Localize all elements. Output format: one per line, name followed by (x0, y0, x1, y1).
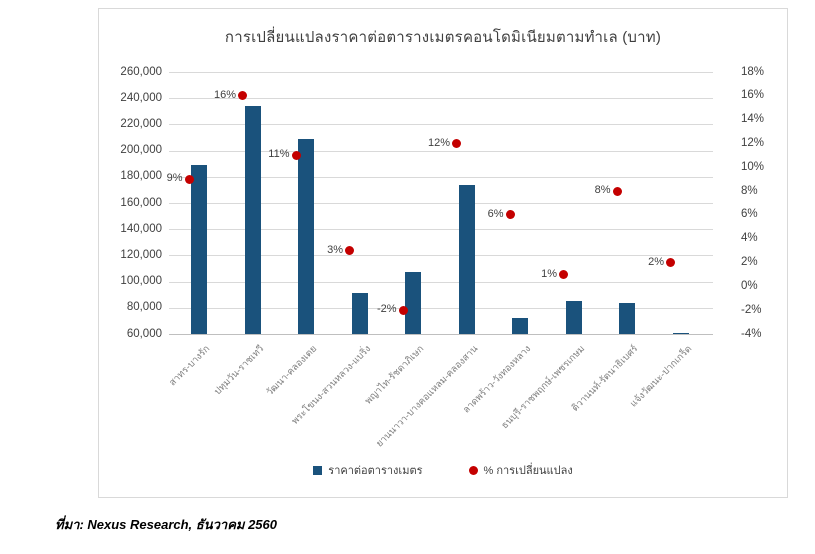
pct-dot (559, 270, 568, 279)
right-axis-tick: 18% (741, 65, 765, 78)
x-axis-line (169, 334, 713, 335)
x-axis-category-label: สาทร-บางรัก (167, 343, 213, 389)
bar (351, 293, 368, 334)
right-axis-tick: 6% (741, 208, 758, 221)
legend-label-percent-change: % การเปลี่ยนแปลง (483, 465, 573, 477)
right-axis-tick: 10% (741, 160, 765, 173)
right-axis-tick: 8% (741, 184, 758, 197)
gridline (169, 150, 713, 152)
plot-area: 260,000 240,000 220,000 200,000 180,000 160,0… (120, 66, 764, 450)
legend: ราคาต่อตารางเมตร % การเปลี่ยนแปลง (99, 461, 787, 479)
gridline (169, 72, 713, 73)
gridline (169, 98, 713, 100)
bar (672, 332, 689, 334)
bar-series-swatch-icon (313, 465, 323, 475)
bar (298, 138, 314, 334)
gridline (169, 255, 713, 257)
left-axis-tick: 120,000 (120, 248, 162, 261)
right-axis-tick: 16% (741, 89, 765, 102)
bar (405, 272, 421, 334)
left-axis-tick: 80,000 (126, 301, 162, 314)
bar (619, 302, 635, 334)
source-note: ที่มา: Nexus Research, ธันวาคม 2560 (55, 517, 277, 532)
pct-data-label: 12% (427, 136, 450, 149)
gridline (169, 229, 713, 231)
right-axis-tick: 4% (741, 232, 758, 245)
x-axis-category-label: ปทุมวัน-ราชเทวี (211, 343, 266, 398)
chart-title: การเปลี่ยนแปลงราคาต่อตารางเมตรคอนโดมิเนี… (224, 29, 662, 46)
left-axis-tick: 60,000 (126, 327, 162, 340)
bar (565, 301, 582, 335)
left-axis-tick: 140,000 (120, 222, 162, 235)
pct-data-label: 2% (648, 255, 664, 268)
x-axis-category-label: ยานนาวา-บางคอแหลม-คลองสาน (373, 343, 480, 450)
pct-dot (291, 150, 301, 160)
pct-dot (452, 139, 461, 148)
bar (191, 165, 207, 334)
right-axis-tick: 12% (741, 137, 765, 149)
right-axis-tick: -4% (741, 327, 762, 340)
gridline (169, 203, 713, 204)
pct-data-label: 3% (327, 243, 343, 256)
right-axis-tick: 0% (741, 279, 758, 292)
gridline (169, 176, 713, 178)
pct-data-label: 1% (541, 267, 557, 280)
right-axis-tick: -2% (741, 303, 762, 316)
pct-dot (238, 91, 247, 101)
pct-dot (184, 174, 194, 184)
pct-dot (398, 305, 408, 315)
chart-container: การเปลี่ยนแปลงราคาต่อตารางเมตรคอนโดมิเนี… (98, 8, 788, 498)
right-axis-tick: 2% (741, 256, 758, 268)
legend-item-price: ราคาต่อตารางเมตร (313, 461, 423, 479)
pct-data-label: 6% (487, 207, 504, 220)
left-axis-tick: 200,000 (120, 144, 162, 157)
gridline (169, 307, 713, 309)
right-axis-tick: 14% (741, 113, 765, 126)
left-axis-tick: 260,000 (120, 65, 162, 78)
x-axis-category-label: วัฒนา-คลองเตย (264, 343, 320, 399)
legend-label-price: ราคาต่อตารางเมตร (328, 465, 423, 477)
left-axis-tick: 160,000 (120, 196, 162, 209)
left-axis-tick: 100,000 (120, 275, 162, 288)
bar (512, 318, 528, 334)
bar (458, 184, 475, 334)
left-axis-tick: 180,000 (120, 170, 162, 183)
pct-dot (612, 186, 622, 196)
gridline (169, 124, 713, 126)
pct-dot (666, 258, 675, 267)
pct-data-label: -2% (376, 303, 397, 316)
pct-dot (345, 246, 354, 256)
pct-data-label: 11% (268, 148, 290, 161)
pct-data-label: 16% (213, 88, 236, 101)
pct-data-label: 8% (594, 184, 611, 197)
dot-series-swatch-icon (468, 465, 478, 475)
pct-data-label: 9% (166, 172, 183, 185)
left-axis-tick: 220,000 (120, 117, 162, 130)
legend-item-percent-change: % การเปลี่ยนแปลง (468, 461, 573, 479)
bar (244, 106, 261, 334)
gridline (169, 281, 713, 283)
left-axis-tick: 240,000 (120, 91, 162, 104)
pct-dot (505, 210, 515, 220)
